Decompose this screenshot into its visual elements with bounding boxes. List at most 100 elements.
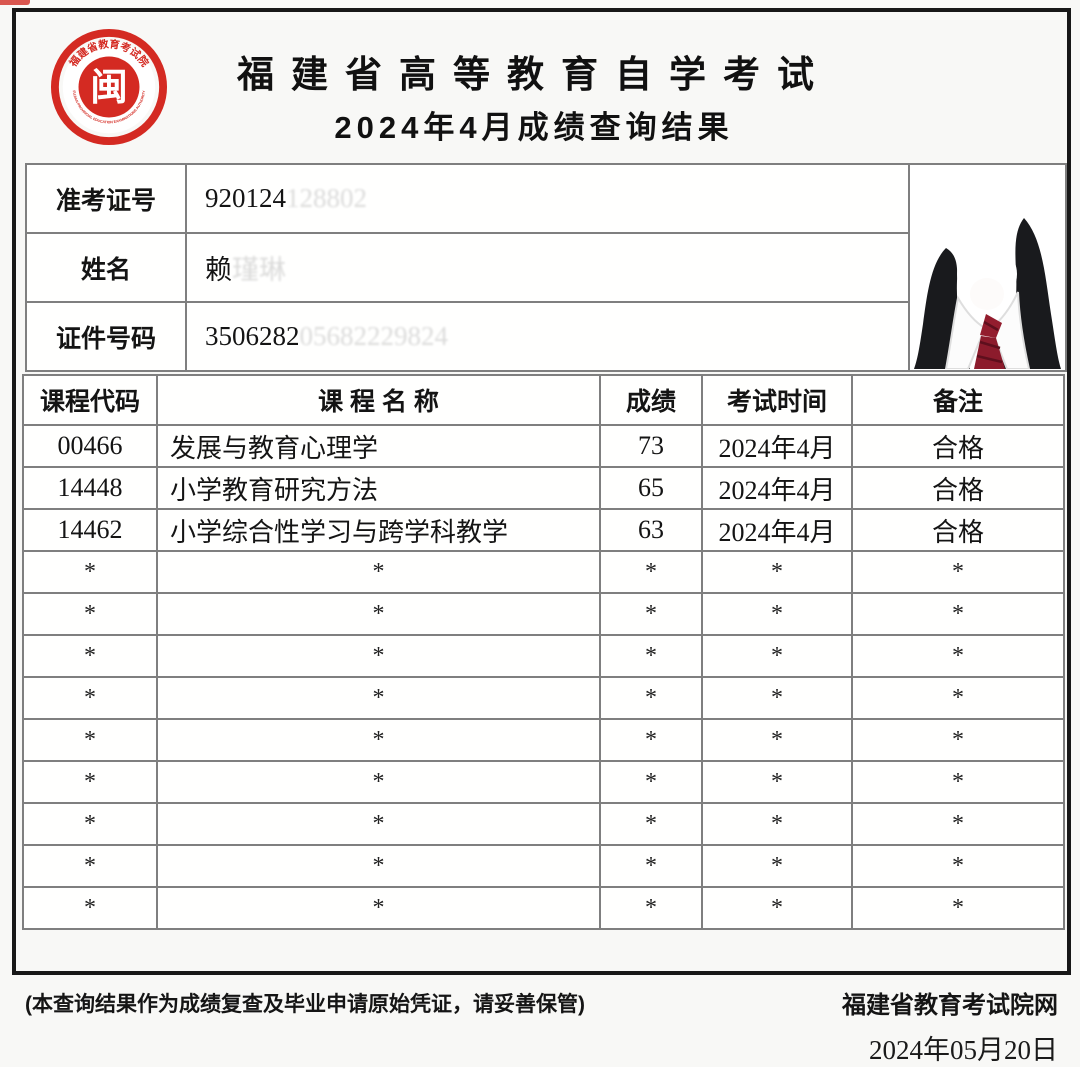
- score-cell: 2024年4月: [701, 508, 853, 552]
- empty-score-row: * * * * *: [22, 760, 1065, 804]
- red-corner-artifact: [0, 0, 30, 5]
- id-number-visible: 3506282: [205, 321, 300, 351]
- seal-core: [78, 56, 140, 118]
- info-row-name: 姓名 赖瑾琳: [25, 232, 1066, 303]
- info-row-admission-number: 准考证号 920124128802: [25, 163, 1067, 372]
- portrait-photo: [908, 163, 1067, 372]
- score-cell: 合格: [851, 424, 1065, 468]
- score-cell: *: [22, 676, 158, 720]
- name-visible: 赖: [205, 255, 232, 285]
- admission-number-masked: 128802: [286, 183, 367, 213]
- collar-left: [944, 295, 987, 369]
- score-cell: *: [22, 592, 158, 636]
- score-cell: *: [156, 676, 601, 720]
- footer-note: (本查询结果作为成绩复查及毕业申请原始凭证，请妥善保管): [25, 993, 585, 1016]
- score-cell: 小学综合性学习与跨学科教学: [156, 508, 601, 552]
- empty-score-row: * * * * *: [22, 844, 1065, 888]
- col-remark: 备注: [851, 374, 1065, 426]
- score-cell: *: [701, 634, 853, 678]
- score-table-header-row: 课程代码 课 程 名 称 成绩 考试时间 备注: [22, 374, 1065, 426]
- score-cell: *: [851, 550, 1065, 594]
- score-table-body: 00466 发展与教育心理学 73 2024年4月 合格 14448 小学教育研究方法 65 2…: [22, 424, 1065, 930]
- empty-score-row: * * * * *: [22, 886, 1065, 930]
- score-cell: 发展与教育心理学: [156, 424, 601, 468]
- name-label: 姓名: [25, 232, 187, 303]
- score-cell: *: [599, 592, 703, 636]
- score-cell: *: [156, 844, 601, 888]
- footer-source: 福建省教育考试院网: [842, 992, 1058, 1019]
- empty-score-row: * * * * *: [22, 592, 1065, 636]
- score-cell: 2024年4月: [701, 466, 853, 510]
- id-number-masked: 05682229824: [299, 321, 449, 351]
- score-cell: *: [156, 592, 601, 636]
- admission-number-visible: 920124: [205, 183, 286, 213]
- score-cell: *: [851, 844, 1065, 888]
- score-cell: *: [22, 844, 158, 888]
- score-row: 00466 发展与教育心理学 73 2024年4月 合格: [22, 424, 1065, 468]
- score-cell: *: [22, 760, 158, 804]
- score-row: 14462 小学综合性学习与跨学科教学 63 2024年4月 合格: [22, 508, 1065, 552]
- score-cell: 合格: [851, 508, 1065, 552]
- info-row-id-number: 证件号码 350628205682229824: [25, 301, 1066, 372]
- footer-date: 2024年05月20日: [869, 1035, 1058, 1065]
- score-cell: 14462: [22, 508, 158, 552]
- chin: [970, 278, 1004, 310]
- admission-number-label: 准考证号: [25, 163, 187, 234]
- score-cell: *: [701, 844, 853, 888]
- score-cell: *: [701, 802, 853, 846]
- score-cell: *: [156, 550, 601, 594]
- score-cell: *: [156, 802, 601, 846]
- tie-stripes: [976, 320, 1003, 364]
- score-cell: *: [599, 676, 703, 720]
- score-cell: *: [599, 760, 703, 804]
- score-cell: *: [599, 886, 703, 930]
- score-cell: *: [156, 634, 601, 678]
- score-cell: 63: [599, 508, 703, 552]
- page-title: 福建省高等教育自学考试: [237, 54, 831, 95]
- score-cell: *: [599, 550, 703, 594]
- score-cell: *: [156, 886, 601, 930]
- col-course-name: 课 程 名 称: [156, 374, 601, 426]
- score-cell: *: [701, 592, 853, 636]
- name-value: 赖瑾琳: [185, 232, 910, 303]
- score-cell: 14448: [22, 466, 158, 510]
- admission-number-value: 920124128802: [185, 163, 910, 234]
- col-exam-time: 考试时间: [701, 374, 853, 426]
- score-cell: *: [156, 718, 601, 762]
- score-cell: *: [701, 550, 853, 594]
- score-cell: *: [851, 886, 1065, 930]
- col-course-code: 课程代码: [22, 374, 158, 426]
- score-cell: 00466: [22, 424, 158, 468]
- score-cell: *: [851, 676, 1065, 720]
- portrait-photo-svg: [910, 166, 1063, 369]
- score-cell: *: [851, 718, 1065, 762]
- score-cell: *: [156, 760, 601, 804]
- score-cell: *: [701, 718, 853, 762]
- score-cell: *: [599, 634, 703, 678]
- seal-center-glyph: 闽: [90, 67, 127, 109]
- score-cell: *: [701, 676, 853, 720]
- score-cell: 合格: [851, 466, 1065, 510]
- score-cell: 小学教育研究方法: [156, 466, 601, 510]
- score-cell: *: [22, 886, 158, 930]
- score-cell: *: [701, 886, 853, 930]
- id-number-value: 350628205682229824: [185, 301, 910, 372]
- empty-score-row: * * * * *: [22, 676, 1065, 720]
- seal-outer-ring: [50, 28, 168, 146]
- score-cell: *: [851, 760, 1065, 804]
- seal-svg: 福建省教育考试院 FUJIAN PROVINCIAL EDUCATION EXA…: [50, 28, 168, 146]
- score-cell: 2024年4月: [701, 424, 853, 468]
- score-row: 14448 小学教育研究方法 65 2024年4月 合格: [22, 466, 1065, 510]
- exam-authority-seal-icon: 福建省教育考试院 FUJIAN PROVINCIAL EDUCATION EXA…: [50, 28, 168, 146]
- page-subtitle: 2024年4月成绩查询结果: [334, 110, 734, 145]
- score-cell: *: [851, 802, 1065, 846]
- empty-score-row: * * * * *: [22, 802, 1065, 846]
- score-table: 课程代码 课 程 名 称 成绩 考试时间 备注 00466 发展与教育心理学 73 2…: [22, 374, 1065, 930]
- id-number-label: 证件号码: [25, 301, 187, 372]
- col-score: 成绩: [599, 374, 703, 426]
- collar-right: [989, 291, 1031, 369]
- empty-score-row: * * * * *: [22, 634, 1065, 678]
- student-info-table: 准考证号 920124128802: [25, 163, 1067, 372]
- score-cell: *: [22, 802, 158, 846]
- score-cell: *: [701, 760, 853, 804]
